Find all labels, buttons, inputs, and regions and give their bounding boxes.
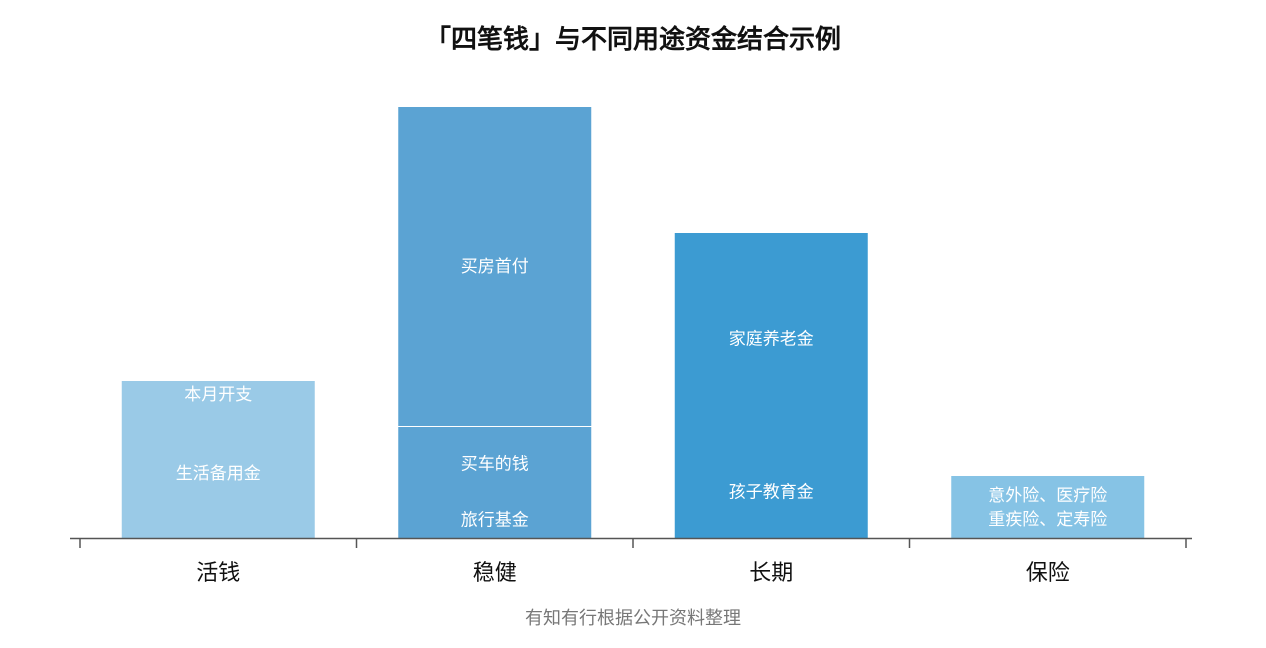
bar-segment	[398, 427, 592, 501]
x-axis-ticks: 活钱 稳健 长期 保险	[79, 538, 1187, 586]
x-tick-label: 保险	[1026, 561, 1070, 586]
segment-label: 旅行基金	[461, 511, 529, 531]
bar-segment	[951, 476, 1145, 538]
segment-label: 生活备用金	[176, 464, 261, 484]
segment-label: 买房首付	[461, 257, 529, 277]
bar-segment	[674, 445, 868, 538]
source-note: 有知有行根据公开资料整理	[525, 608, 741, 629]
segment-label: 意外险、医疗险	[988, 486, 1107, 506]
segment-label: 孩子教育金	[729, 483, 814, 503]
bar-segment	[398, 107, 592, 426]
bar-segment	[121, 408, 315, 538]
segment-label: 买车的钱	[461, 455, 529, 475]
bar-segment	[398, 501, 592, 538]
segment-label: 家庭养老金	[729, 330, 814, 350]
bar-segment	[674, 233, 868, 445]
chart-title: 「四笔钱」与不同用途资金结合示例	[425, 24, 841, 55]
x-tick-label: 活钱	[196, 561, 240, 586]
segment-label: 重疾险、定寿险	[988, 510, 1107, 530]
x-tick-label: 长期	[749, 561, 793, 586]
segment-label: 本月开支	[184, 385, 252, 405]
x-tick-label: 稳健	[473, 561, 517, 586]
bar-segment	[121, 381, 315, 408]
